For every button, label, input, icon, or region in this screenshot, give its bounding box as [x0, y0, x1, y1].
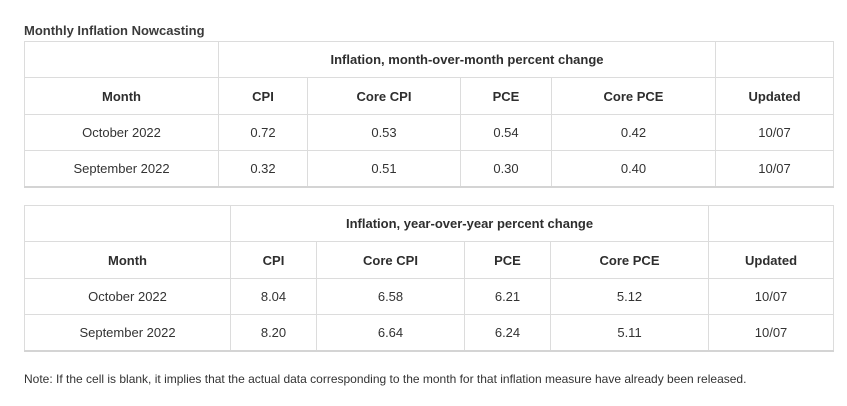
cell-core-pce: 0.42 [550, 114, 717, 151]
cell-updated: 10/07 [715, 150, 835, 188]
cell-cpi: 8.04 [230, 278, 317, 315]
cell-month: October 2022 [24, 114, 219, 151]
column-header-core-cpi: Core CPI [316, 241, 465, 279]
table-header-row: Month CPI Core CPI PCE Core PCE Updated [24, 77, 835, 115]
column-header-month: Month [24, 77, 219, 115]
group-header-spacer [24, 205, 231, 242]
cell-core-cpi: 6.58 [316, 278, 465, 315]
cell-pce: 0.30 [460, 150, 552, 188]
cell-updated: 10/07 [708, 314, 835, 352]
group-header-spacer [24, 41, 219, 78]
column-header-cpi: CPI [218, 77, 308, 115]
cell-core-pce: 5.11 [549, 314, 710, 352]
footnote: Note: If the cell is blank, it implies t… [24, 372, 747, 386]
mom-inflation-table: Inflation, month-over-month percent chan… [24, 41, 835, 188]
group-header: Inflation, year-over-year percent change [229, 205, 710, 242]
cell-month: October 2022 [24, 278, 231, 315]
cell-cpi: 8.20 [230, 314, 317, 352]
cell-core-cpi: 0.51 [307, 150, 461, 188]
table-group-header-row: Inflation, month-over-month percent chan… [24, 41, 835, 78]
table-row: October 2022 8.04 6.58 6.21 5.12 10/07 [24, 278, 835, 315]
column-header-cpi: CPI [230, 241, 317, 279]
column-header-core-cpi: Core CPI [307, 77, 461, 115]
table-group-header-row: Inflation, year-over-year percent change [24, 205, 835, 242]
cell-cpi: 0.72 [218, 114, 308, 151]
cell-month: September 2022 [24, 314, 231, 352]
cell-updated: 10/07 [715, 114, 835, 151]
table-row: October 2022 0.72 0.53 0.54 0.42 10/07 [24, 114, 835, 151]
page-title: Monthly Inflation Nowcasting [24, 23, 205, 38]
column-header-pce: PCE [460, 77, 552, 115]
column-header-pce: PCE [464, 241, 551, 279]
group-header: Inflation, month-over-month percent chan… [217, 41, 717, 78]
group-header-spacer [715, 41, 835, 78]
column-header-updated: Updated [708, 241, 835, 279]
table-row: September 2022 8.20 6.64 6.24 5.11 10/07 [24, 314, 835, 352]
group-header-spacer [708, 205, 835, 242]
cell-core-cpi: 6.64 [316, 314, 465, 352]
column-header-core-pce: Core PCE [549, 241, 710, 279]
cell-cpi: 0.32 [218, 150, 308, 188]
column-header-updated: Updated [715, 77, 835, 115]
cell-core-pce: 5.12 [549, 278, 710, 315]
table-row: September 2022 0.32 0.51 0.30 0.40 10/07 [24, 150, 835, 188]
yoy-inflation-table: Inflation, year-over-year percent change… [24, 205, 835, 352]
cell-updated: 10/07 [708, 278, 835, 315]
table-header-row: Month CPI Core CPI PCE Core PCE Updated [24, 241, 835, 279]
column-header-month: Month [24, 241, 231, 279]
cell-core-cpi: 0.53 [307, 114, 461, 151]
cell-month: September 2022 [24, 150, 219, 188]
cell-pce: 6.24 [464, 314, 551, 352]
cell-pce: 6.21 [464, 278, 551, 315]
column-header-core-pce: Core PCE [550, 77, 717, 115]
cell-core-pce: 0.40 [550, 150, 717, 188]
cell-pce: 0.54 [460, 114, 552, 151]
